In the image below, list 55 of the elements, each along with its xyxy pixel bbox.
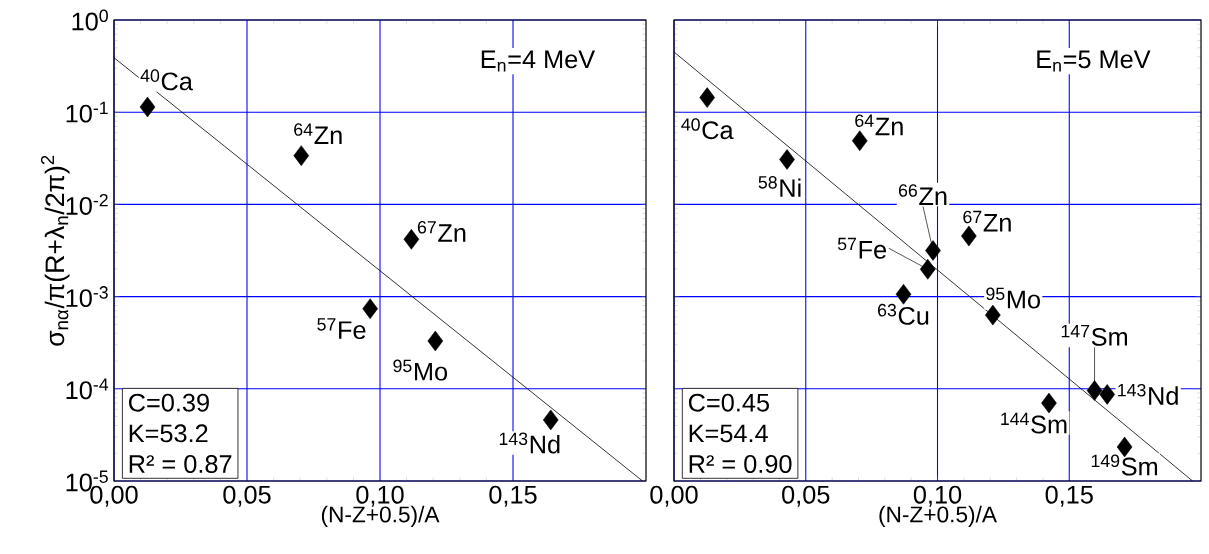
y-tick-label: 10$^{-1}$: [66, 101, 108, 123]
point: [779, 149, 795, 170]
point: [1041, 392, 1057, 414]
annotation: $^{57}$Fe: [837, 237, 887, 259]
x-tick-label: 0,00: [650, 485, 698, 507]
annotation: $^{95}$Mo: [986, 287, 1040, 309]
annotation: $^{64}$Zn: [294, 123, 342, 145]
point: [961, 225, 977, 247]
x-tick-label: 0,05: [223, 485, 271, 507]
annotation: $^{144}$Sm: [1001, 412, 1067, 434]
annotation: $^{58}$Ni: [758, 176, 801, 197]
annotation: $^{63}$Cu: [878, 303, 929, 325]
annotation: $^{95}$Mo: [393, 359, 448, 381]
point: [543, 409, 559, 431]
point: [362, 298, 378, 319]
annotation: $^{67}$Zn: [417, 220, 466, 242]
annotation: $^{40}$Ca: [681, 118, 734, 140]
x-tick-label: 0,15: [1045, 485, 1093, 507]
annotation: $^{67}$Zn: [963, 210, 1011, 232]
annotation: E$_{n}$=5 MeV: [1037, 50, 1151, 72]
point: [925, 240, 941, 261]
point: [293, 145, 310, 166]
annotation: $^{40}$Ca: [140, 69, 193, 91]
point: [852, 130, 868, 152]
point: [919, 258, 936, 280]
annotation: R² = 0.87: [129, 455, 232, 473]
x-tick-label: 0,10: [913, 485, 962, 507]
x-tick-label: 0,05: [782, 485, 830, 507]
point: [1099, 384, 1115, 405]
x-axis-title: (N-Z+0.5)/A: [321, 505, 440, 527]
x-tick-label: 0,10: [356, 485, 404, 507]
point: [699, 87, 715, 108]
annotation: $^{57}$Fe: [317, 318, 366, 340]
point: [427, 330, 444, 352]
annotation: $^{149}$Sm: [1091, 454, 1158, 476]
annotation: K=53.2: [129, 424, 208, 443]
x-axis-title: (N-Z+0.5)/A: [879, 505, 997, 527]
annotation: $^{143}$Nd: [499, 432, 560, 454]
annotation: $^{143}$Nd: [1118, 383, 1178, 405]
annotation: R² = 0.90: [689, 455, 792, 473]
point: [985, 304, 1001, 326]
annotation: C=0.39: [128, 393, 209, 412]
y-tick-label: 10$^{0}$: [72, 9, 108, 31]
annotation: $^{66}$Zn: [898, 184, 947, 205]
annotation: $^{64}$Zn: [855, 114, 903, 136]
annotation: K=54.4: [689, 424, 768, 443]
annotation: C=0.45: [688, 393, 769, 412]
y-tick-label: 10$^{-4}$: [66, 378, 109, 400]
point: [1086, 380, 1103, 401]
point: [403, 229, 420, 250]
annotation: $^{147}$Sm: [1061, 325, 1128, 346]
annotation: E$_{n}$=4 MeV: [481, 50, 596, 72]
point: [139, 96, 156, 118]
point: [895, 284, 912, 305]
x-tick-label: 0,15: [489, 485, 537, 507]
